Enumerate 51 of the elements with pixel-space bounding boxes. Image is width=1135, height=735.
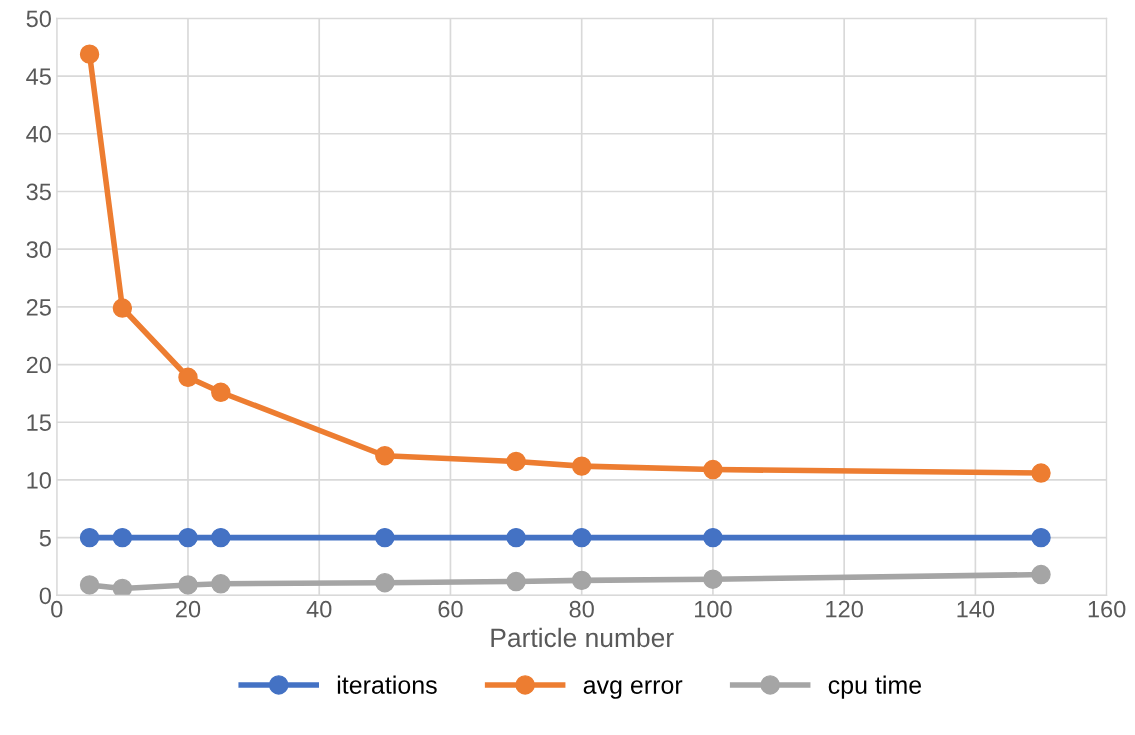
y-tick-label: 0	[39, 587, 51, 605]
point	[79, 44, 100, 64]
x-tick-label: 20	[176, 600, 201, 618]
point	[375, 527, 395, 548]
point	[211, 574, 231, 594]
point	[506, 451, 526, 472]
point	[79, 527, 100, 548]
point	[506, 571, 526, 592]
x-tick-label: 100	[695, 600, 732, 618]
point	[703, 459, 723, 480]
point	[571, 527, 592, 548]
point	[506, 527, 526, 548]
x-tick-label: 140	[957, 600, 995, 618]
point	[178, 527, 198, 548]
point	[375, 572, 395, 593]
y-tick-label: 40	[26, 125, 51, 143]
x-tick-label: 0	[51, 600, 63, 618]
point	[571, 570, 592, 591]
point	[571, 456, 592, 476]
y-tick-label: 10	[27, 472, 51, 489]
x-tick-label: 60	[438, 600, 463, 618]
point	[703, 527, 723, 548]
point	[211, 527, 231, 548]
point	[1031, 564, 1051, 585]
y-tick-label: 30	[26, 241, 51, 258]
legend-label: avg error	[583, 680, 683, 699]
x-tick-label: 160	[1088, 600, 1126, 618]
point	[375, 445, 395, 466]
x-tick-label: 40	[306, 600, 332, 618]
point	[211, 382, 231, 402]
y-tick-label: 25	[26, 298, 51, 316]
point	[1031, 527, 1051, 548]
point	[112, 578, 133, 596]
y-tick-label: 45	[26, 68, 51, 85]
point	[112, 527, 133, 548]
legend-label: iterations	[337, 675, 437, 694]
x-tick-label: 120	[826, 600, 863, 618]
y-tick-label: 15	[27, 414, 51, 432]
point	[112, 298, 133, 318]
point	[79, 575, 100, 595]
x-axis-title: Particle number	[491, 627, 674, 648]
legend-label: cpu time	[828, 675, 922, 699]
point	[1031, 463, 1051, 483]
point	[178, 575, 198, 595]
y-tick-label: 5	[39, 529, 51, 547]
point	[178, 367, 198, 387]
y-tick-label: 20	[26, 356, 51, 374]
point	[703, 569, 723, 589]
x-tick-label: 80	[569, 600, 594, 618]
y-tick-label: 50	[26, 10, 51, 28]
y-tick-label: 35	[26, 183, 51, 201]
